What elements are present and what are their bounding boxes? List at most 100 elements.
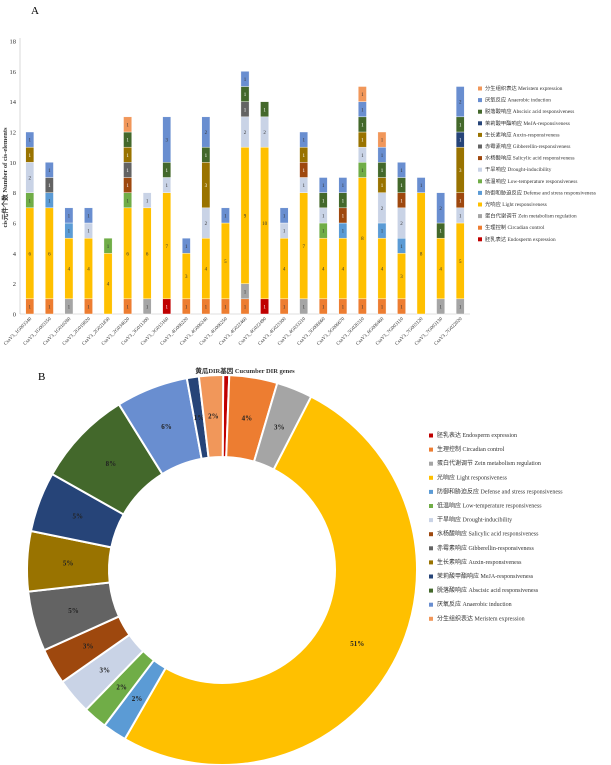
bar-value-label: 1 bbox=[107, 245, 110, 250]
bar-value-label: 1 bbox=[400, 169, 403, 174]
bar-value-label: 1 bbox=[68, 214, 71, 219]
bar-value-label: 1 bbox=[126, 169, 129, 174]
bar-value-label: 1 bbox=[342, 184, 345, 189]
bar-value-label: 1 bbox=[283, 230, 286, 235]
legend-swatch-zein bbox=[478, 214, 482, 219]
legend-label: 脱落酸响应 Abscisic acid responsiveness bbox=[437, 586, 539, 594]
bar-value-label: 7 bbox=[302, 245, 305, 250]
x-axis-title: 黄瓜DIR基因 Cucumber DIR genes bbox=[195, 366, 295, 375]
bar-value-label: 6 bbox=[48, 252, 51, 257]
legend-swatch-salicylic bbox=[478, 156, 482, 161]
bar-value-label: 1 bbox=[87, 305, 90, 310]
bar-value-label: 1 bbox=[361, 154, 364, 159]
legend-label: 生理控制 Circadian control bbox=[437, 445, 505, 453]
bar-value-label: 4 bbox=[205, 268, 208, 273]
bar-segment-drought bbox=[142, 192, 152, 209]
bar-value-label: 3 bbox=[205, 184, 208, 189]
legend-swatch-meristem bbox=[429, 616, 433, 621]
bar-value-label: 2 bbox=[439, 207, 442, 212]
y-tick-label: 4 bbox=[13, 251, 17, 258]
bar-value-label: 1 bbox=[87, 230, 90, 235]
bar-value-label: 1 bbox=[29, 305, 32, 310]
bar-value-label: 1 bbox=[322, 230, 325, 235]
panel-b-label: B bbox=[38, 371, 45, 383]
legend-swatch-salicylic bbox=[429, 532, 433, 537]
bar-value-label: 3 bbox=[459, 169, 462, 174]
bar-value-label: 1 bbox=[185, 305, 188, 310]
bar-value-label: 1 bbox=[126, 139, 129, 144]
y-tick-label: 14 bbox=[10, 99, 17, 106]
bar-value-label: 1 bbox=[381, 305, 384, 310]
bar-value-label: 1 bbox=[263, 305, 266, 310]
bar-value-label: 1 bbox=[87, 214, 90, 219]
bar-value-label: 1 bbox=[224, 214, 227, 219]
bar-segment-anaerobic bbox=[84, 207, 93, 224]
legend-swatch-lowtemp bbox=[429, 504, 433, 508]
legend-label: 赤霉素响应 Gibberellin-responsiveness bbox=[437, 544, 534, 552]
donut-chart: 4%3%51%2%2%3%3%5%5%5%8%6%1% 2%胚乳表达 Endosp… bbox=[26, 373, 563, 765]
bar-value-label: 1 bbox=[29, 199, 32, 204]
legend-label: 低温响应 Low-temperature responsiveness bbox=[485, 177, 577, 185]
bar-segment-anaerobic bbox=[25, 131, 35, 148]
bar-value-label: 2 bbox=[400, 222, 403, 227]
bar-value-label: 1 bbox=[322, 305, 325, 310]
bar-value-label: 1 bbox=[381, 184, 384, 189]
legend-label: 水杨酸响应 Salicylic acid responsiveness bbox=[437, 530, 539, 538]
bar-value-label: 1 bbox=[48, 199, 51, 204]
bar-value-label: 3 bbox=[185, 275, 188, 280]
bar-value-label: 4 bbox=[68, 268, 71, 273]
bar-value-label: 1 bbox=[302, 169, 305, 174]
bar-value-label: 1 bbox=[48, 169, 51, 174]
bar-value-label: 1 bbox=[342, 305, 345, 310]
legend-label: 防御和胁迫反应 Defense and stress responsivenes… bbox=[485, 188, 596, 196]
bar-value-label: 2 bbox=[244, 131, 247, 136]
bar-value-label: 1 bbox=[459, 214, 462, 219]
legend-label: 蛋白代谢调节 Zein metabolism regulation bbox=[485, 212, 577, 220]
bar-value-label: 1 bbox=[48, 184, 51, 189]
bar-value-label: 8 bbox=[361, 237, 364, 242]
bar-value-label: 1 bbox=[302, 154, 305, 159]
bar-segment-anaerobic bbox=[64, 207, 74, 224]
legend-label: 胚乳表达 Endosperm expression bbox=[485, 235, 556, 243]
bar-value-label: 1 bbox=[68, 305, 71, 310]
bar-value-label: 6 bbox=[29, 252, 32, 257]
donut-percent-label: 51% bbox=[350, 640, 364, 648]
bar-value-label: 4 bbox=[342, 268, 345, 273]
bar-segment-meristem bbox=[377, 131, 387, 148]
panel-a-label: A bbox=[31, 5, 39, 17]
donut-percent-label: 3% bbox=[99, 666, 110, 674]
bar-segment-anaerobic bbox=[162, 116, 172, 163]
bar-value-label: 1 bbox=[165, 305, 168, 310]
bar-value-label: 1 bbox=[361, 108, 364, 113]
legend-label: 生长素响应 Auxin-responsiveness bbox=[485, 130, 560, 138]
legend-swatch-endosperm bbox=[429, 433, 433, 438]
bar-value-label: 1 bbox=[400, 245, 403, 250]
bar-segment-meristem bbox=[123, 116, 132, 133]
bar-value-label: 1 bbox=[185, 245, 188, 250]
bar-value-label: 1 bbox=[48, 305, 51, 310]
donut-slice-light bbox=[123, 395, 418, 765]
bar-value-label: 1 bbox=[165, 169, 168, 174]
bar-value-label: 4 bbox=[87, 268, 90, 273]
bar-value-label: 1 bbox=[400, 184, 403, 189]
bar-segment-abscisic bbox=[260, 101, 269, 118]
legend-label: 干旱响应 Drought-inducibility bbox=[437, 516, 512, 524]
y-tick-label: 18 bbox=[10, 39, 17, 46]
legend-label: 分生组织表达 Meristem expression bbox=[437, 614, 525, 622]
bar-segment-anaerobic bbox=[416, 177, 426, 193]
bar-value-label: 1 bbox=[361, 93, 364, 98]
bar-value-label: 1 bbox=[244, 93, 247, 98]
bar-value-label: 2 bbox=[263, 131, 266, 136]
legend-label: 生长素响应 Auxin-responsiveness bbox=[437, 558, 522, 566]
legend-label: 厌氧反应 Anaerobic induction bbox=[437, 600, 512, 608]
legend-swatch-auxin bbox=[429, 560, 433, 565]
bar-value-label: 1 bbox=[302, 139, 305, 144]
bar-segment-anaerobic bbox=[240, 71, 250, 87]
bar-value-label: 1 bbox=[322, 214, 325, 219]
bar-value-label: 1 bbox=[126, 123, 129, 128]
bar-value-label: 1 bbox=[381, 154, 384, 159]
bar-value-label: 1 bbox=[381, 230, 384, 235]
legend-swatch-meristem bbox=[478, 86, 482, 91]
